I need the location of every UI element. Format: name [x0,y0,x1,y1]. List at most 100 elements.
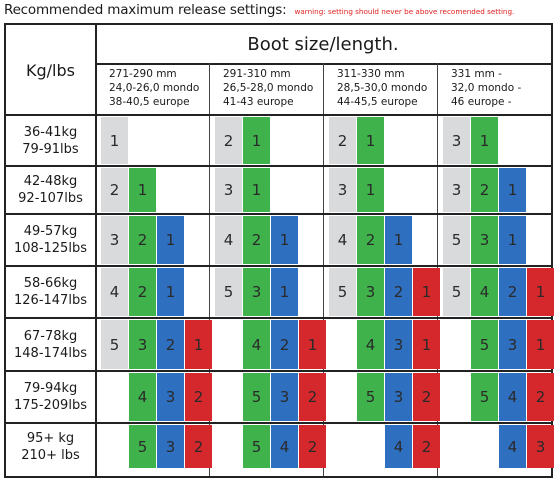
din-setting-cell: 1 [499,216,526,264]
din-setting-cell: 5 [329,268,356,316]
boot-size-line: 28,5-30,0 mondo [337,82,428,94]
din-setting-cell: 4 [357,320,384,369]
din-setting-cell: 5 [215,268,242,316]
weight-range-label: 58-66kg 126-147lbs [6,266,95,318]
din-setting-cell: 4 [243,320,270,369]
boot-size-column-header: 291-310 mm 26,5-28,0 mondo 41-43 europe [223,67,313,109]
din-setting-cell: 4 [499,373,526,421]
din-setting-cell: 1 [243,117,270,164]
boot-size-line: 291-310 mm [223,68,291,80]
din-setting-cell: 3 [271,373,298,421]
weight-kg: 95+ kg [26,430,75,446]
boot-size-line: 331 mm - [451,68,502,80]
din-setting-cell: 3 [443,168,470,212]
weight-lbs: 126-147lbs [14,293,87,308]
din-setting-cell: 2 [471,168,498,212]
din-setting-cell: 3 [329,168,356,212]
din-setting-cell: 2 [271,320,298,369]
din-setting-cell: 1 [271,216,298,264]
din-setting-cell: 1 [385,216,412,264]
din-setting-cell: 3 [499,320,526,369]
din-setting-cell: 2 [157,320,184,369]
boot-size-column-header: 311-330 mm 28,5-30,0 mondo 44-45,5 europe [337,67,427,109]
din-setting-cell: 2 [299,373,326,421]
din-setting-cell: 3 [385,320,412,369]
din-setting-cell: 1 [413,268,440,316]
din-setting-cell: 1 [299,320,326,369]
din-setting-cell: 2 [413,373,440,421]
din-setting-cell: 4 [271,425,298,468]
din-setting-cell: 4 [471,268,498,316]
din-setting-cell: 2 [329,117,356,164]
din-setting-cell: 3 [157,373,184,421]
din-setting-cell: 2 [385,268,412,316]
din-setting-cell: 2 [527,373,554,421]
din-setting-cell: 5 [243,373,270,421]
boot-size-column-header: 271-290 mm 24,0-26,0 mondo 38-40,5 europe [109,67,199,109]
din-setting-cell: 1 [101,117,128,164]
din-setting-cell: 4 [385,425,412,468]
weight-lbs: 108-125lbs [14,241,87,256]
din-setting-cell: 3 [385,373,412,421]
weight-kg: 58-66kg [23,276,78,291]
weight-range-label: 42-48kg 92-107lbs [6,166,95,214]
weight-kg: 67-78kg [23,328,78,344]
din-setting-cell: 2 [243,216,270,264]
din-setting-cell: 2 [129,268,156,316]
weight-column-header: Kg/lbs [26,60,75,80]
din-setting-cell: 5 [101,320,128,369]
din-setting-cell: 2 [185,425,212,468]
din-setting-cell: 4 [215,216,242,264]
din-setting-cell: 1 [357,168,384,212]
weight-kg: 49-57kg [23,224,78,239]
boot-size-line: 46 europe - [451,96,512,108]
din-setting-cell: 3 [129,320,156,369]
din-setting-cell: 2 [299,425,326,468]
boot-size-line: 26,5-28,0 mondo [223,82,314,94]
din-setting-cell: 1 [499,168,526,212]
weight-range-label: 67-78kg 148-174lbs [6,318,95,371]
din-setting-cell: 1 [129,168,156,212]
row-divider [6,165,551,167]
boot-size-line: 38-40,5 europe [109,96,190,108]
weight-kg: 36-41kg [23,124,78,140]
boot-size-line: 24,0-26,0 mondo [109,82,200,94]
din-setting-cell: 3 [243,268,270,316]
din-setting-cell: 1 [271,268,298,316]
boot-column-divider [209,63,210,476]
boot-size-header: Boot size/length. [247,33,399,55]
din-setting-cell: 5 [129,425,156,468]
weight-range-label: 79-94kg 175-209lbs [6,371,95,423]
release-settings-table: Kg/lbs Boot size/length. 271-290 mm 24,0-… [4,23,554,478]
din-setting-cell: 5 [443,268,470,316]
weight-range-label: 95+ kg 210+ lbs [6,423,95,470]
row-divider [6,422,551,424]
din-setting-cell: 1 [185,320,212,369]
din-setting-cell: 5 [357,373,384,421]
din-setting-cell: 4 [101,268,128,316]
din-setting-cell: 3 [527,425,554,468]
chart-title-bar: Recommended maximum release settings: wa… [4,2,514,24]
weight-lbs: 148-174lbs [14,345,87,361]
din-setting-cell: 2 [215,117,242,164]
weight-lbs: 175-209lbs [14,398,87,413]
din-setting-cell: 1 [243,168,270,212]
weight-kg: 79-94kg [23,381,78,396]
din-setting-cell: 2 [499,268,526,316]
boot-size-line: 41-43 europe [223,96,294,108]
din-setting-cell: 3 [357,268,384,316]
weight-kg: 42-48kg [23,174,78,189]
din-setting-cell: 2 [129,216,156,264]
din-setting-cell: 1 [157,268,184,316]
din-setting-cell: 1 [413,320,440,369]
din-setting-cell: 2 [357,216,384,264]
row-divider [6,370,551,372]
weight-lbs: 79-91lbs [22,141,79,157]
din-setting-cell: 3 [471,216,498,264]
row-divider [6,114,551,116]
din-setting-cell: 3 [101,216,128,264]
din-setting-cell: 1 [527,268,554,316]
din-setting-cell: 3 [157,425,184,468]
din-setting-cell: 1 [471,117,498,164]
weight-lbs: 210+ lbs [21,447,80,463]
